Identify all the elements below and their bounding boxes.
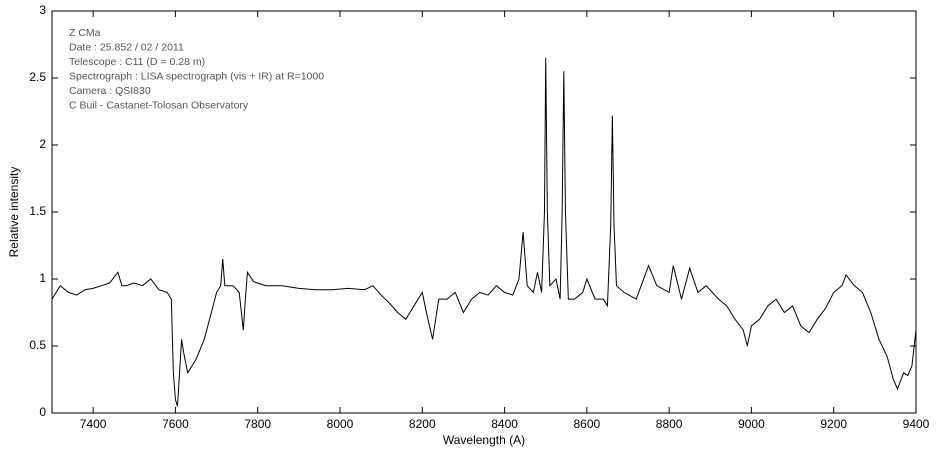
y-tick-label: 0 [39, 405, 46, 419]
x-tick-label: 9200 [820, 417, 847, 431]
x-tick-label: 7800 [244, 417, 271, 431]
x-tick-label: 9000 [738, 417, 765, 431]
x-tick-label: 7600 [162, 417, 189, 431]
y-tick-label: 2 [39, 137, 46, 151]
annotation: Camera : QSI830 [69, 85, 151, 97]
x-tick-label: 9400 [903, 417, 930, 431]
annotation: Z CMa [69, 27, 101, 39]
x-tick-label: 8600 [574, 417, 601, 431]
x-tick-label: 8200 [409, 417, 436, 431]
y-tick-label: 3 [39, 3, 46, 17]
x-tick-label: 8400 [491, 417, 518, 431]
y-tick-label: 1 [39, 271, 46, 285]
x-tick-label: 8800 [656, 417, 683, 431]
annotation: Telescope : C11 (D = 0.28 m) [69, 56, 205, 68]
annotation: Spectrograph : LISA spectrograph (vis + … [69, 70, 324, 82]
x-axis-label: Wavelength (A) [443, 433, 525, 447]
x-tick-label: 8000 [327, 417, 354, 431]
y-tick-label: 2.5 [29, 70, 46, 84]
y-tick-label: 0.5 [29, 338, 46, 352]
y-tick-label: 1.5 [29, 204, 46, 218]
annotation: Date : 25.852 / 02 / 2011 [69, 41, 184, 53]
x-tick-label: 7400 [80, 417, 107, 431]
annotation: C Buil - Castanet-Tolosan Observatory [69, 99, 249, 111]
y-axis-label: Relative intensity [7, 167, 21, 258]
spectrum-line [51, 57, 917, 407]
